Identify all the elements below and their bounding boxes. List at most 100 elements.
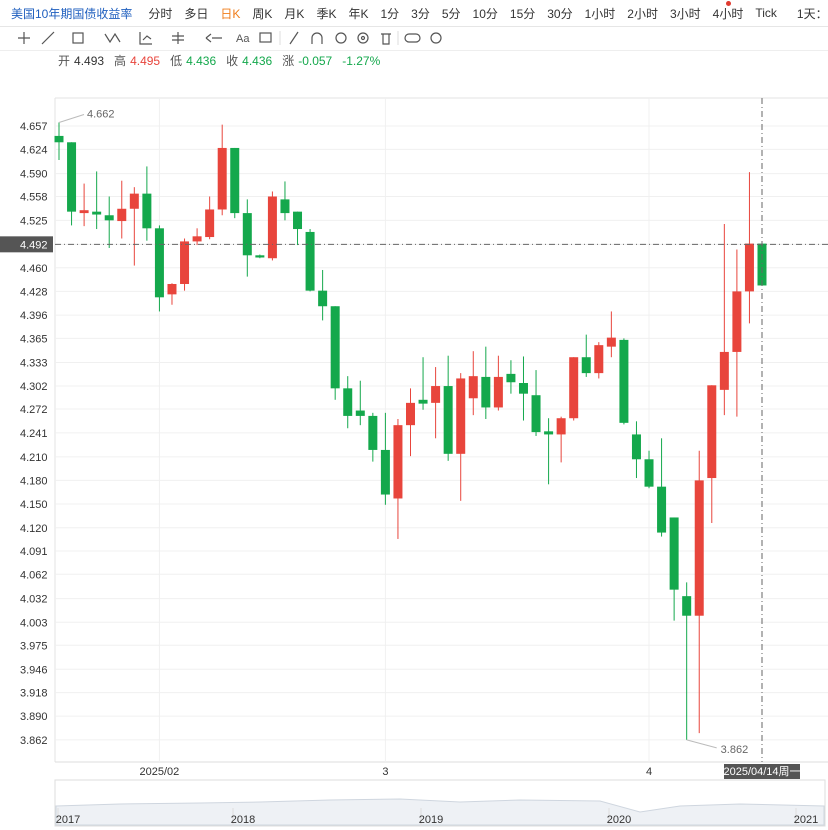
x-tick-label: 2025/04/14周一 [723,765,800,778]
period-tab[interactable]: 4小时 [712,6,744,21]
period-tab[interactable]: 10分 [472,6,498,21]
note-tool[interactable] [259,32,272,43]
min-label: 3.862 [721,744,749,756]
period-tab[interactable]: 5分 [441,6,461,21]
candle-body [594,345,604,374]
period-tab[interactable]: 季K [316,6,337,21]
candle-body [305,231,315,291]
candle-body [506,373,516,383]
candle-body [657,486,667,533]
candle-body [217,147,227,210]
candle-body [431,386,441,403]
symbol[interactable]: 美国10年期国债收益率 [11,6,133,21]
candle-body [481,376,491,408]
quote-label: 收 [226,54,239,68]
shape-tool[interactable] [72,32,84,44]
y-tick-label: 3.946 [20,664,48,676]
quote-value: 4.436 [242,54,273,68]
period-tab[interactable]: 月K [284,6,305,21]
y-tick-label: 4.525 [20,215,48,227]
text-tool[interactable]: Aa [236,33,250,45]
y-tick-label: 4.657 [20,121,48,133]
candle-body [167,283,177,295]
navigator-year: 2018 [231,814,255,826]
period-tab[interactable]: 2小时 [627,6,658,21]
delete-tool[interactable] [381,33,391,45]
eye-tool[interactable] [357,32,369,44]
y-tick-label: 4.272 [20,404,48,416]
y-tick-label: 3.975 [20,640,48,652]
period-tab[interactable]: 3分 [411,6,430,21]
x-tick-label: 3 [382,766,388,778]
x-tick-label: 2025/02 [140,766,180,778]
candle-body [619,339,629,423]
candle-body [531,395,541,433]
notice-dot [726,1,731,6]
y-tick-label: 4.492 [20,239,48,251]
navigator [54,779,826,827]
candle-body [67,142,77,212]
navigator-year: 2020 [607,814,631,826]
candle-body [493,376,503,408]
navigator-year: 2021 [794,814,818,826]
fib-tool[interactable] [172,32,184,44]
quote-value: 4.495 [130,54,161,68]
y-tick-label: 4.210 [20,452,48,464]
y-tick-label: 4.241 [20,428,48,440]
crosshair-y-label-bg [0,236,53,253]
y-tick-label: 4.180 [20,475,48,487]
quote-label: 开 [58,54,71,68]
wave-tool[interactable] [104,32,121,44]
candle-body [154,228,164,298]
candle-body [569,357,579,419]
settings-tool[interactable] [430,32,442,44]
y-tick-label: 3.862 [20,735,48,747]
period-tab[interactable]: Tick [755,6,777,20]
candle-body [443,386,453,454]
candle-body [380,449,390,495]
period-tab[interactable]: 年K [348,6,369,21]
candle-body [255,255,265,258]
period-tab[interactable]: 周K [252,6,273,21]
arrow-tool[interactable] [205,33,222,43]
move-tool[interactable] [18,32,30,44]
candle-body [104,215,114,221]
range-select[interactable]: 1天：1分K ⌄ [797,5,828,22]
period-tab[interactable]: 30分 [547,6,573,21]
quote-value: -0.057 [298,54,333,68]
candle-body [280,199,290,214]
y-tick-label: 4.120 [20,523,48,535]
period-tab[interactable]: 3小时 [669,6,701,21]
period-tab[interactable]: 多日 [184,6,209,21]
period-tab[interactable]: 分时 [148,6,173,21]
measure-tool[interactable] [139,32,152,45]
period-tab[interactable]: 1分 [380,6,400,21]
navigator-area [55,798,825,826]
candle-body [456,378,466,454]
candle-body [544,431,554,435]
candle-body [669,517,679,590]
y-tick-label: 4.091 [20,546,48,558]
period-tab[interactable]: 日K [220,6,241,21]
candle-body [744,243,754,292]
candle-body [192,236,202,242]
link-tool[interactable] [404,33,421,43]
quote-label: 高 [114,54,127,68]
y-tick-label: 4.590 [20,169,48,181]
candle-body [418,399,428,404]
candle-body [719,351,729,390]
lock-tool[interactable] [335,32,347,44]
ruler-tool[interactable] [289,31,299,45]
drawing-tools: Aa [0,31,828,51]
period-tab[interactable]: 15分 [509,6,536,21]
magnet-tool[interactable] [311,32,323,44]
range-text[interactable]: 1天：1分K [796,6,828,21]
y-tick-label: 4.460 [20,263,48,275]
candle-body [368,415,378,450]
candle-body [393,425,403,499]
period-tab[interactable]: 1小时 [584,6,616,21]
y-tick-label: 4.062 [20,569,48,581]
candle-body [318,290,328,307]
line-tool[interactable] [41,31,55,45]
y-tick-label: 4.365 [20,333,48,345]
